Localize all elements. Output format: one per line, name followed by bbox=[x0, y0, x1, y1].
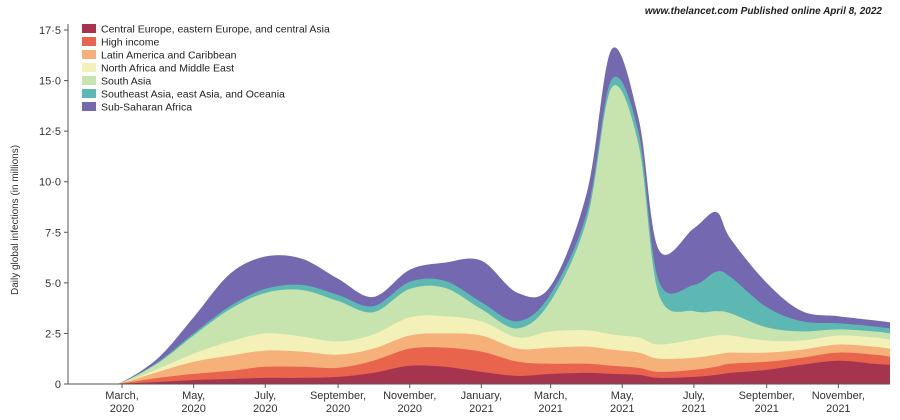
x-tick-label: January, 2021 bbox=[461, 390, 502, 415]
x-tick-label: November, 2020 bbox=[383, 390, 436, 415]
x-tick-label: May, 2021 bbox=[610, 390, 634, 415]
x-tick-label: November, 2021 bbox=[812, 390, 865, 415]
legend-label: High income bbox=[101, 37, 160, 49]
x-tick-label: September, 2021 bbox=[739, 390, 795, 415]
x-tick-label: March, 2021 bbox=[534, 390, 568, 415]
y-tick-label: 17·5 bbox=[39, 25, 61, 37]
tick-layer: 0 2·5 5·0 7·5 10·0 12·5 15·0 17·5 March, 2020 May,… bbox=[39, 25, 865, 415]
x-tick-label: May, 2020 bbox=[181, 390, 205, 415]
x-tick-label: March, 2020 bbox=[105, 390, 139, 415]
legend-swatch bbox=[82, 50, 96, 59]
legend-swatch bbox=[82, 76, 96, 85]
y-tick-label: 10·0 bbox=[39, 177, 61, 189]
axes-layer bbox=[67, 24, 890, 385]
x-tick-label: July, 2021 bbox=[682, 390, 706, 415]
y-tick-label: 2·5 bbox=[45, 328, 61, 340]
area-high-income bbox=[68, 347, 890, 385]
legend-swatch bbox=[82, 102, 96, 111]
area-layer bbox=[68, 47, 890, 385]
y-tick-label: 12·5 bbox=[39, 126, 61, 138]
area-south-asia bbox=[68, 85, 890, 385]
y-tick-label: 0 bbox=[55, 379, 61, 391]
legend-label: North Africa and Middle East bbox=[101, 63, 234, 75]
x-tick-label: July, 2020 bbox=[253, 390, 277, 415]
legend-label: South Asia bbox=[101, 76, 151, 88]
y-tick-label: 7·5 bbox=[45, 227, 61, 239]
y-axis-title: Daily global infections (in millions) bbox=[10, 145, 21, 295]
legend-label: Sub-Saharan Africa bbox=[101, 102, 192, 114]
source-note: www.thelancet.com Published online April… bbox=[645, 6, 883, 17]
legend-label: Central Europe, eastern Europe, and cent… bbox=[101, 24, 330, 36]
y-tick-label: 15·0 bbox=[39, 76, 61, 88]
legend: Central Europe, eastern Europe, and cent… bbox=[82, 24, 330, 114]
x-tick-label: September, 2020 bbox=[310, 390, 366, 415]
legend-swatch bbox=[82, 37, 96, 46]
legend-swatch bbox=[82, 89, 96, 98]
legend-label: Southeast Asia, east Asia, and Oceania bbox=[101, 89, 285, 101]
legend-label: Latin America and Caribbean bbox=[101, 50, 237, 62]
area-central-europe-eastern-europe-and-central-asia bbox=[68, 360, 890, 385]
y-tick-label: 5·0 bbox=[45, 278, 61, 290]
legend-swatch bbox=[82, 63, 96, 72]
legend-swatch bbox=[82, 24, 96, 33]
